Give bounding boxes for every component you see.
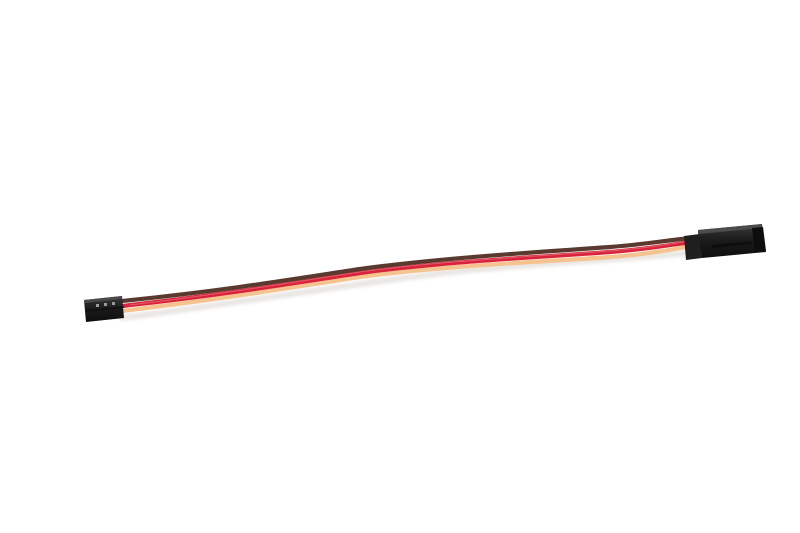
pin	[96, 304, 99, 307]
pin	[112, 302, 115, 305]
pin	[104, 303, 107, 306]
wire-brown	[119, 235, 695, 304]
wire-orange	[119, 243, 695, 314]
wire-red	[119, 239, 695, 309]
cable-shadow	[119, 249, 701, 321]
female-connector	[684, 224, 766, 260]
wire-highlight	[129, 240, 689, 306]
male-connector	[84, 296, 124, 322]
ribbon-wire	[119, 235, 695, 314]
